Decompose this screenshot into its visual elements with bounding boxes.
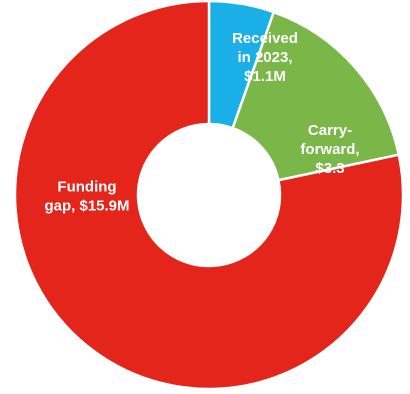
- slice-label-2: Carry-forward, $3.3: [300, 122, 359, 177]
- slice-label-line: Funding: [57, 178, 116, 195]
- slice-label-line: in 2023,: [237, 49, 292, 66]
- slice-label-line: Received: [232, 30, 298, 47]
- slices-layer: [13, 0, 405, 391]
- slice-label-line: forward,: [300, 141, 359, 158]
- slice-label-line: $3.3: [315, 160, 344, 177]
- labels-layer: Received in 2023, $1.1M Carry-forward, $3.3 F…: [44, 30, 359, 215]
- slice-label-line: $1.1M: [244, 68, 286, 85]
- slice-label-1: Received in 2023, $1.1M: [232, 30, 298, 85]
- slice-funding-gap: [13, 0, 405, 391]
- slice-label-line: Carry-: [308, 122, 352, 139]
- slice-carry-forward: [231, 10, 401, 182]
- slice-label-line: gap, $15.9M: [44, 197, 129, 214]
- slice-label-3: Funding gap, $15.9M: [44, 178, 129, 214]
